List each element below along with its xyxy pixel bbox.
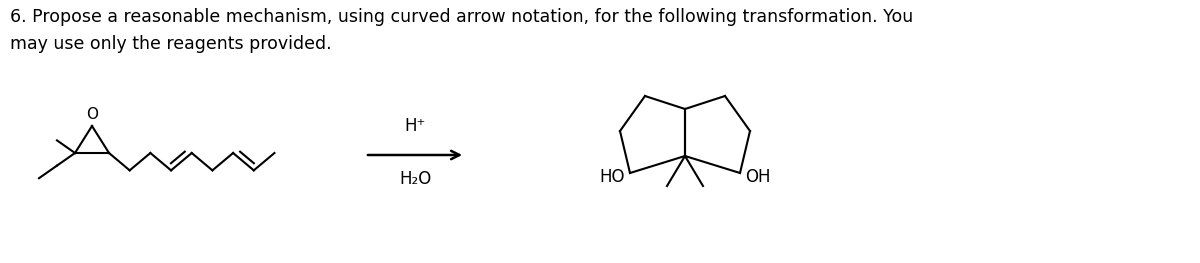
Text: HO: HO bbox=[600, 168, 625, 186]
Text: 6. Propose a reasonable mechanism, using curved arrow notation, for the followin: 6. Propose a reasonable mechanism, using… bbox=[10, 8, 913, 26]
Text: OH: OH bbox=[745, 168, 770, 186]
Text: O: O bbox=[86, 107, 98, 122]
Text: H₂O: H₂O bbox=[398, 170, 431, 188]
Text: may use only the reagents provided.: may use only the reagents provided. bbox=[10, 35, 331, 53]
Text: H⁺: H⁺ bbox=[404, 117, 426, 135]
